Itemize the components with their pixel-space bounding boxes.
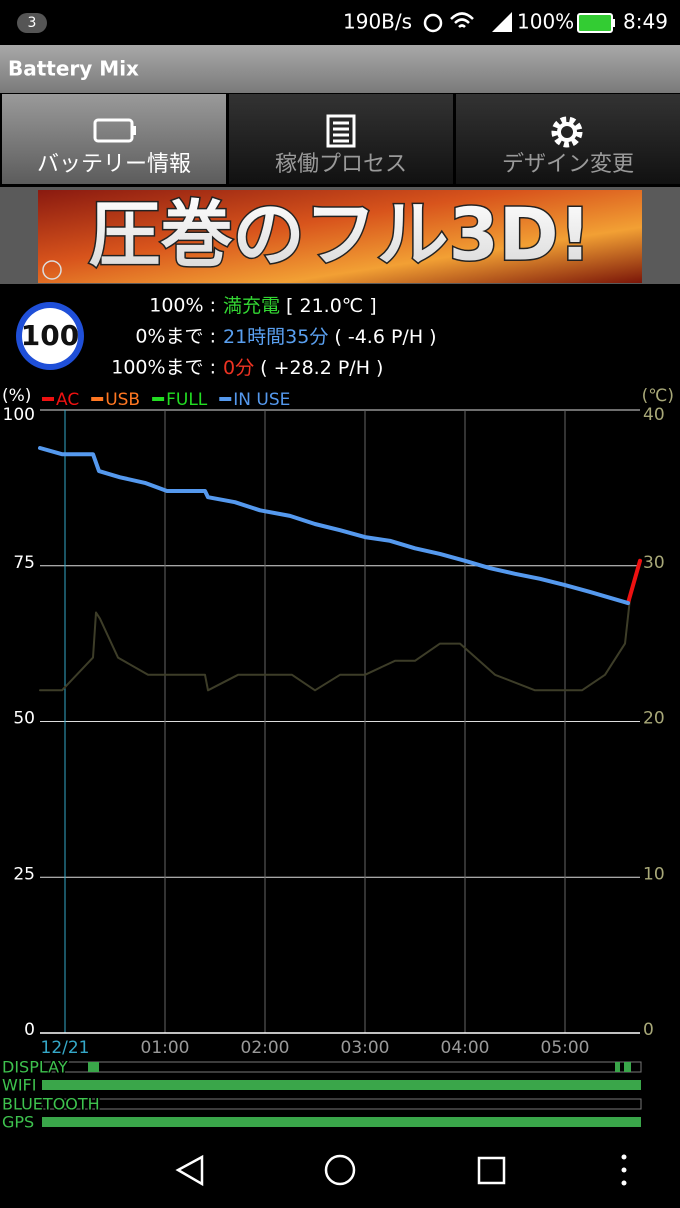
y-tick-label: 75 <box>13 553 35 573</box>
network-speed: 190B/s <box>343 10 412 34</box>
series-line <box>38 446 630 606</box>
tab-label[interactable]: デザイン変更 <box>502 152 634 177</box>
clock: 8:49 <box>623 10 668 34</box>
nav-back[interactable] <box>175 1154 204 1187</box>
battery-info: 100 100% : 満充電 [ 21.0℃ ] 0%まで : 21時間35分 ( -… <box>16 295 437 379</box>
nav-menu-dot[interactable] <box>621 1167 627 1173</box>
battery-tab-icon-tip <box>132 126 136 135</box>
nav-recent[interactable] <box>477 1156 506 1185</box>
title-bar <box>0 45 680 93</box>
battery-chart: (%) (℃) 0 25 50 75 100 0 10 20 30 40 12/21 01:00 02:00… <box>2 386 674 1058</box>
x-tick-label: 02:00 <box>241 1038 290 1058</box>
tab-label[interactable]: バッテリー情報 <box>37 152 191 177</box>
y-tick-label: 50 <box>13 709 35 729</box>
activity-label: WIFI <box>2 1076 36 1095</box>
y2-tick-label: 10 <box>643 864 665 884</box>
legend-label: AC <box>56 390 79 410</box>
signal-icon <box>492 12 512 32</box>
info-suffix: ( -4.6 P/H ) <box>328 326 436 348</box>
y2-tick-label: 30 <box>643 553 665 573</box>
activity-track <box>41 1061 642 1073</box>
app-title: Battery Mix <box>8 57 139 81</box>
battery-percent: 100% <box>517 10 574 34</box>
y-tick-label: 25 <box>13 864 35 884</box>
ad-info-icon[interactable] <box>42 260 62 280</box>
x-tick-label: 05:00 <box>541 1038 590 1058</box>
info-prefix: 100%まで : <box>111 357 216 379</box>
info-suffix: [ 21.0℃ ] <box>280 295 377 317</box>
activity-label: BLUETOOTH <box>2 1095 100 1114</box>
activity-label: GPS <box>2 1113 34 1132</box>
info-highlight: 0分 <box>223 357 254 379</box>
battery-level: 100 <box>21 319 79 352</box>
notification-count: 3 <box>28 15 37 31</box>
process-tab-icon <box>326 114 356 148</box>
activity-label: DISPLAY <box>2 1058 68 1077</box>
x-tick-label: 01:00 <box>141 1038 190 1058</box>
legend-label: IN USE <box>233 390 290 410</box>
settings-tab-icon <box>551 116 583 148</box>
info-value: 0分 ( +28.2 P/H ) <box>223 357 383 379</box>
info-highlight: 21時間35分 <box>223 326 328 348</box>
tab-bar: バッテリー情報 稼働プロセス デザイン変更 <box>0 93 680 185</box>
legend-label: USB <box>105 390 140 410</box>
status-bar: 3 190B/s 100% 8:49 <box>0 0 680 45</box>
info-suffix: ( +28.2 P/H ) <box>254 357 383 379</box>
info-prefix: 0%まで : <box>135 326 216 348</box>
info-value: 21時間35分 ( -4.6 P/H ) <box>223 326 437 348</box>
x-tick-label: 03:00 <box>341 1038 390 1058</box>
alarm-icon <box>423 13 443 33</box>
ad-text[interactable]: 圧巻のフル3D! <box>87 191 593 278</box>
activity-segment <box>624 1062 631 1072</box>
y2-tick-label: 20 <box>643 709 665 729</box>
wifi-icon <box>450 12 474 28</box>
settings-tab-icon-ring <box>557 122 577 142</box>
y2-tick-label: 40 <box>643 405 665 425</box>
activity-track <box>42 1117 641 1127</box>
activity-segment <box>615 1062 620 1072</box>
y-tick-label: 0 <box>24 1020 35 1040</box>
nav-menu-dot[interactable] <box>621 1154 627 1160</box>
series-line <box>39 597 631 692</box>
nav-home[interactable] <box>324 1154 356 1186</box>
x-tick-label: 04:00 <box>441 1038 490 1058</box>
tab[interactable] <box>229 94 453 184</box>
legend-label: FULL <box>166 390 208 410</box>
series-line <box>626 558 642 606</box>
tab-icons <box>93 114 583 148</box>
activity-track <box>41 1098 642 1110</box>
y2-axis-label: (℃) <box>642 386 674 406</box>
battery-tip <box>612 19 615 27</box>
nav-bar <box>175 1154 627 1187</box>
ad-banner[interactable] <box>38 190 642 283</box>
y-axis-label: (%) <box>2 386 31 406</box>
nav-menu-dot[interactable] <box>621 1180 627 1186</box>
activity-segment <box>88 1062 99 1072</box>
info-value: 満充電 [ 21.0℃ ] <box>223 295 377 317</box>
level-face <box>22 308 78 364</box>
battery-icon <box>577 13 613 33</box>
y2-tick-label: 0 <box>643 1020 654 1040</box>
x-tick-label: 12/21 <box>41 1038 90 1058</box>
tab[interactable] <box>2 94 226 184</box>
status-bg <box>0 0 680 45</box>
info-highlight: 満充電 <box>223 295 280 317</box>
info-prefix: 100% : <box>149 295 216 317</box>
activity-track <box>42 1080 641 1090</box>
y-tick-label: 100 <box>3 405 35 425</box>
notification-badge <box>17 13 47 33</box>
tab-label[interactable]: 稼働プロセス <box>275 152 407 177</box>
